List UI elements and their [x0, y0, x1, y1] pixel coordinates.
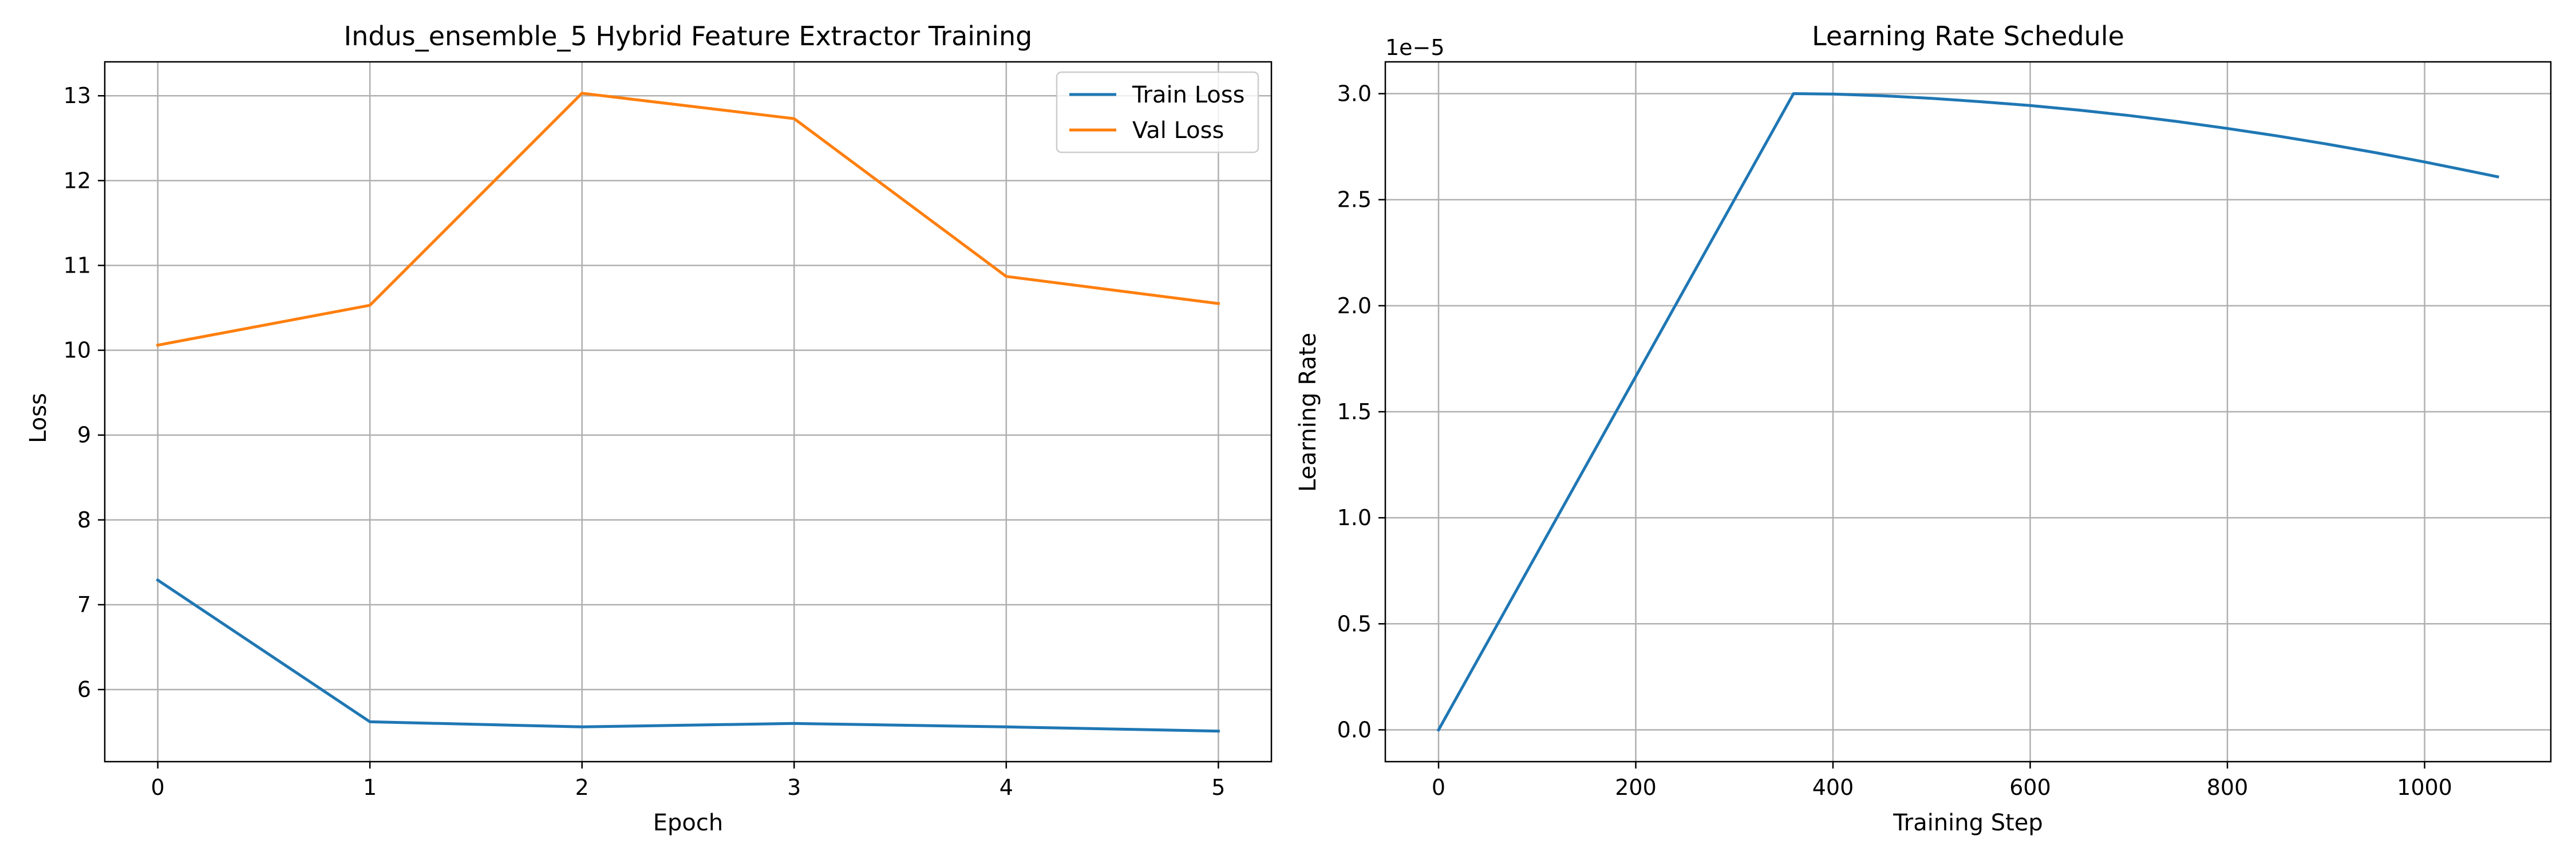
lr-chart-xtick-label: 800 [2207, 775, 2249, 800]
legend-label-train-loss: Train Loss [1132, 82, 1244, 108]
loss-chart-legend: Train Loss Val Loss [1056, 71, 1259, 153]
lr-chart-xtick-label: 0 [1432, 775, 1445, 800]
lr-chart-ylabel: Learning Rate [1295, 333, 1321, 492]
legend-label-val-loss: Val Loss [1132, 117, 1224, 144]
lr-chart-xtick-label: 400 [1812, 775, 1854, 800]
loss-chart-ytick-label: 7 [77, 592, 91, 617]
lr-chart-xtick-label: 600 [2009, 775, 2051, 800]
loss-chart-xtick-label: 0 [151, 775, 165, 800]
loss-chart-ytick-label: 8 [77, 507, 91, 533]
loss-chart: Indus_ensemble_5 Hybrid Feature Extracto… [25, 21, 1273, 836]
series-line-val-loss [156, 92, 1220, 347]
loss-chart-xtick-label: 5 [1211, 775, 1225, 800]
loss-chart-series [156, 92, 1220, 733]
lr-chart-ytick-label: 1.5 [1337, 399, 1372, 424]
loss-chart-ytick-label: 12 [64, 168, 91, 193]
lr-chart-ticks: 0 200 400 600 800 1000 0.0 0.5 1.0 1.5 2.0 2.5 3.0 [1337, 81, 2452, 800]
legend-box [1056, 71, 1259, 153]
loss-chart-title: Indus_ensemble_5 Hybrid Feature Extracto… [344, 21, 1033, 52]
lr-chart-ytick-label: 1.0 [1337, 505, 1372, 530]
loss-chart-xtick-label: 1 [363, 775, 377, 800]
lr-chart-offset-text: 1e−5 [1385, 35, 1445, 60]
loss-chart-grid [105, 62, 1271, 762]
lr-chart-xtick-label: 200 [1615, 775, 1657, 800]
loss-chart-ytick-label: 10 [64, 338, 91, 363]
loss-chart-ylabel: Loss [25, 393, 52, 443]
loss-chart-xtick-label: 4 [999, 775, 1013, 800]
lr-chart-ytick-label: 3.0 [1337, 81, 1372, 107]
lr-chart-series [1436, 92, 2499, 732]
series-line-train-loss [156, 578, 1220, 733]
loss-chart-xtick-label: 2 [575, 775, 589, 800]
loss-chart-ytick-label: 13 [64, 83, 91, 108]
series-line-learning-rate [1436, 92, 2499, 732]
lr-chart-ytick-label: 2.5 [1337, 187, 1372, 212]
loss-chart-ytick-label: 6 [77, 677, 91, 702]
loss-chart-frame [104, 61, 1273, 763]
lr-chart-xlabel: Training Step [1893, 810, 2043, 836]
lr-chart-grid [1385, 62, 2551, 762]
loss-chart-xtick-label: 3 [787, 775, 801, 800]
learning-rate-chart: Learning Rate Schedule 0 200 400 600 800 1000… [1295, 21, 2552, 836]
lr-chart-xtick-label: 1000 [2397, 775, 2452, 800]
loss-chart-ytick-label: 9 [77, 423, 91, 448]
lr-chart-ytick-label: 0.5 [1337, 611, 1372, 636]
loss-chart-ytick-label: 11 [64, 253, 91, 278]
loss-chart-xlabel: Epoch [653, 810, 723, 836]
lr-chart-ytick-label: 2.0 [1337, 293, 1372, 318]
lr-chart-ytick-label: 0.0 [1337, 717, 1372, 742]
lr-chart-title: Learning Rate Schedule [1812, 21, 2124, 52]
